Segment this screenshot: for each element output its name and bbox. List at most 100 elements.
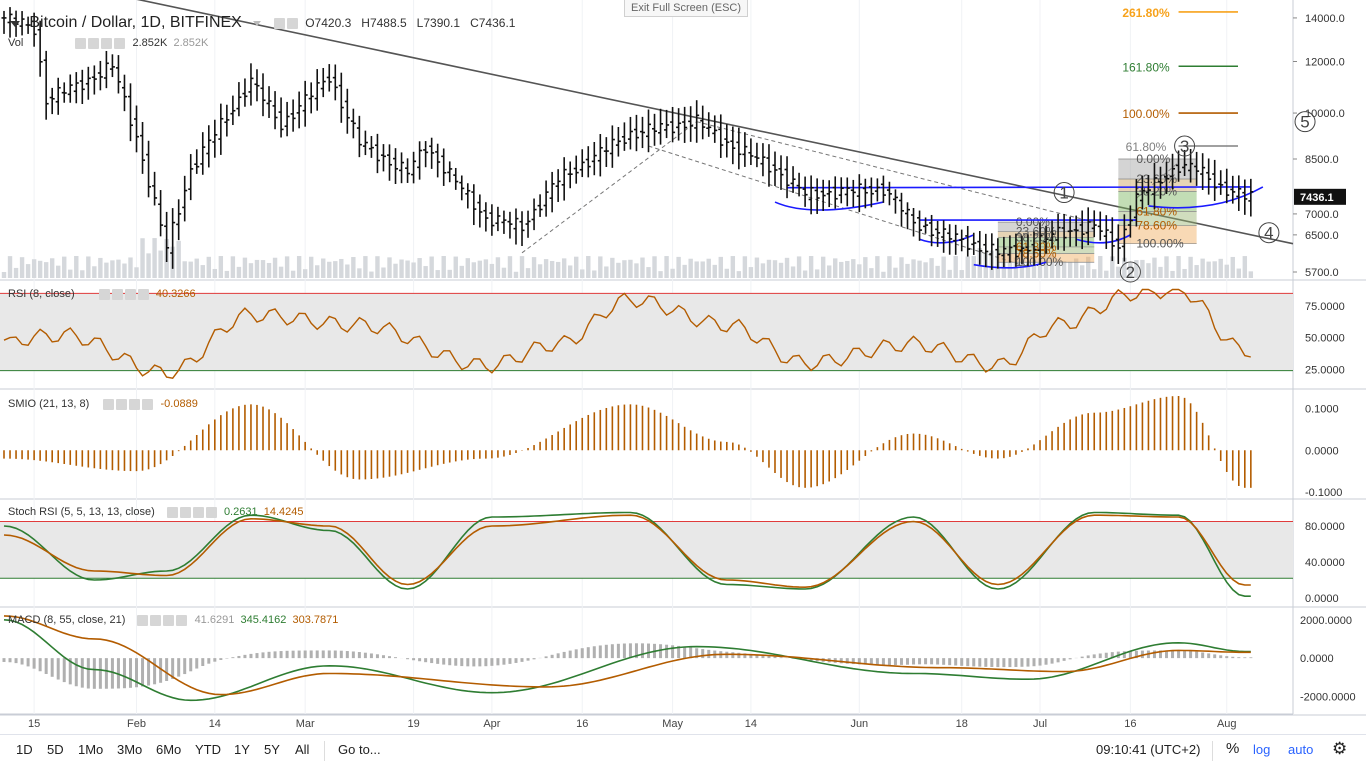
volume-bar: [760, 263, 766, 278]
volume-bar: [182, 261, 187, 278]
symbol-dropdown-icon[interactable]: [253, 21, 262, 27]
volume-bar: [290, 270, 296, 278]
log-scale-button[interactable]: log: [1253, 742, 1271, 757]
eye-icon[interactable]: [137, 614, 149, 626]
range-ytd-button[interactable]: YTD: [195, 742, 221, 757]
exit-fullscreen-button[interactable]: Exit Full Screen (ESC): [624, 0, 748, 17]
settings-icon[interactable]: [116, 398, 128, 410]
volume-bar: [754, 257, 760, 278]
symbol-header: Bitcoin / Dollar, 1D, BITFINEX O7420.3 H…: [10, 14, 515, 32]
volume-bar: [435, 270, 440, 278]
volume-bar: [200, 265, 205, 278]
volume-bar: [140, 238, 145, 278]
settings-icon[interactable]: [111, 288, 123, 300]
volume-bar: [772, 260, 778, 278]
stoch-k-line: [3, 511, 1251, 597]
wave-label: 3: [1180, 137, 1189, 156]
settings-icon[interactable]: [286, 18, 298, 30]
goto-button[interactable]: Go to...: [338, 742, 381, 757]
dashed-channel-line: [1136, 161, 1179, 199]
volume-bar: [465, 258, 470, 278]
smio-label: SMIO (21, 13, 8): [8, 398, 90, 410]
volume-bar: [327, 261, 332, 278]
range-5d-button[interactable]: 5D: [47, 742, 64, 757]
rsi-label: RSI (8, close): [8, 288, 75, 300]
volume-bar: [242, 257, 248, 278]
toolbar-divider: [324, 741, 325, 761]
wave-label: 2: [1126, 263, 1135, 282]
percent-scale-button[interactable]: %: [1226, 740, 1240, 757]
volume-bar: [1122, 257, 1127, 278]
range-5y-button[interactable]: 5Y: [264, 742, 280, 757]
volume-bar: [321, 258, 326, 278]
volume-bar: [796, 256, 802, 278]
volume-bar: [833, 258, 838, 278]
volume-bar: [1128, 262, 1133, 278]
wave-label: 1: [1059, 184, 1068, 203]
fib-zone: [1118, 225, 1197, 244]
rsi-legend: RSI (8, close) 40.3266: [8, 288, 196, 300]
close-icon[interactable]: [205, 506, 217, 518]
range-6mo-button[interactable]: 6Mo: [156, 742, 182, 757]
time-tick-label: Jun: [850, 718, 868, 730]
volume-bar: [959, 270, 964, 278]
eye-icon[interactable]: [103, 398, 115, 410]
volume-bar: [98, 257, 103, 278]
volume-bar: [1055, 258, 1061, 278]
volume-bar: [1200, 258, 1205, 278]
add-icon[interactable]: [101, 37, 113, 49]
volume-bar: [13, 267, 19, 278]
eye-icon[interactable]: [273, 18, 285, 30]
add-icon[interactable]: [163, 614, 175, 626]
chart-canvas[interactable]: 15 Feb 14 Mar 19 Apr 16 May 14 Jun 18 Jul 16 Aug0.00%…: [0, 0, 1366, 734]
stoch-tick-label: 80.0000: [1305, 521, 1345, 533]
smio-legend: SMIO (21, 13, 8) -0.0889: [8, 398, 198, 410]
volume-bar: [471, 262, 477, 278]
settings-icon[interactable]: [179, 506, 191, 518]
close-icon[interactable]: [114, 37, 126, 49]
volume-bar: [56, 265, 61, 278]
close-icon[interactable]: [137, 288, 149, 300]
volume-bar: [881, 271, 886, 278]
volume-bar: [531, 257, 537, 278]
volume-bar: [284, 256, 290, 278]
trendline-descending: [136, 0, 1294, 245]
range-1y-button[interactable]: 1Y: [234, 742, 250, 757]
range-all-button[interactable]: All: [295, 742, 310, 757]
add-icon[interactable]: [192, 506, 204, 518]
volume-bar: [778, 262, 784, 278]
close-icon[interactable]: [142, 398, 154, 410]
volume-bar: [628, 259, 633, 278]
range-1d-button[interactable]: 1D: [16, 742, 33, 757]
volume-bar: [1164, 256, 1169, 278]
price-tick-label: 14000.0: [1305, 13, 1345, 25]
volume-bar: [393, 263, 398, 278]
wave-circle: [1294, 111, 1316, 133]
range-1mo-button[interactable]: 1Mo: [78, 742, 104, 757]
volume-bar: [875, 256, 880, 278]
volume-bar: [652, 256, 657, 278]
collapse-icon[interactable]: [10, 20, 20, 27]
eye-icon[interactable]: [166, 506, 178, 518]
ohlc-close: C7436.1: [470, 16, 516, 30]
volume-bar: [134, 267, 139, 278]
volume-bar: [80, 270, 85, 278]
range-3mo-button[interactable]: 3Mo: [117, 742, 143, 757]
volume-bar: [682, 264, 687, 278]
volume-bar: [622, 260, 627, 278]
auto-scale-button[interactable]: auto: [1288, 742, 1314, 757]
ohlc-open: O7420.3: [305, 16, 352, 30]
close-icon[interactable]: [176, 614, 188, 626]
ohlc-high: H7488.5: [361, 16, 407, 30]
add-icon[interactable]: [124, 288, 136, 300]
gear-icon[interactable]: ⚙: [1332, 739, 1348, 758]
add-icon[interactable]: [129, 398, 141, 410]
volume-bar: [1, 272, 7, 278]
eye-icon[interactable]: [98, 288, 110, 300]
settings-icon[interactable]: [88, 37, 100, 49]
eye-icon[interactable]: [75, 37, 87, 49]
volume-bar: [501, 267, 507, 278]
volume-bar: [495, 257, 501, 278]
settings-icon[interactable]: [150, 614, 162, 626]
volume-bar: [7, 256, 13, 278]
